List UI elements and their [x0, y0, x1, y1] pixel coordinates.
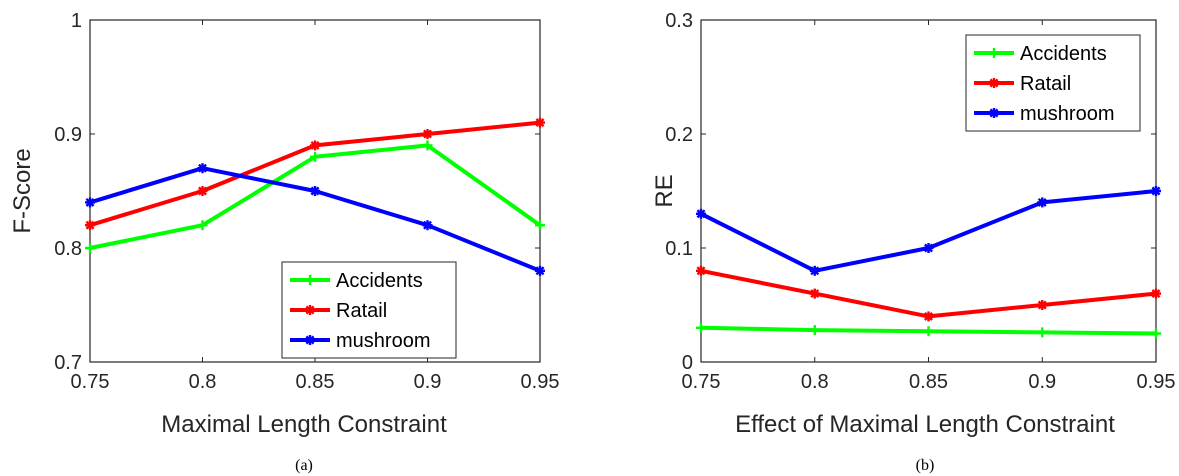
x-tick-label: 0.85: [296, 371, 335, 393]
data-point: [197, 163, 208, 174]
panel-caption: (b): [916, 457, 935, 474]
data-point: [535, 117, 545, 128]
x-tick-label: 0.8: [189, 371, 217, 393]
data-point: [923, 326, 934, 337]
x-tick-label: 0.75: [682, 371, 721, 393]
series-mushroom: [696, 186, 1161, 276]
legend-entry: Accidents: [290, 270, 423, 292]
data-point: [197, 220, 208, 231]
legend-marker: [989, 78, 999, 88]
legend-entry: Ratail: [974, 73, 1071, 95]
legend-label: Accidents: [1020, 43, 1107, 65]
series-line: [89, 166, 541, 273]
series-line: [700, 268, 1157, 319]
data-point: [1151, 328, 1161, 339]
x-tick-label: 0.75: [71, 371, 110, 393]
y-tick-label: 0.2: [665, 124, 693, 146]
x-tick-label: 0.9: [1028, 371, 1056, 393]
x-tick-label: 0.85: [909, 371, 948, 393]
y-tick-label: 0.7: [54, 352, 82, 374]
legend-label: mushroom: [1020, 103, 1114, 125]
data-point: [1151, 288, 1161, 299]
series-ratail: [85, 117, 545, 231]
legend-entry: mushroom: [974, 103, 1114, 125]
data-point: [1037, 327, 1048, 338]
legend: Accidents Ratail mushroom: [281, 261, 457, 359]
chart-panel-a: 0.75 0.8 0.85 0.9 0.95 0.7 0.8 0.9 1 Maximal Leng…: [9, 10, 559, 474]
legend-label: Ratail: [1020, 73, 1071, 95]
legend-label: Accidents: [336, 270, 423, 292]
series-mushroom: [85, 163, 545, 276]
data-point: [809, 288, 820, 299]
x-tick-label: 0.8: [801, 371, 829, 393]
legend-entry: mushroom: [290, 330, 430, 352]
y-tick-label: 0: [682, 352, 693, 374]
data-point: [310, 140, 320, 151]
legend-entry: Accidents: [974, 43, 1107, 65]
data-point: [809, 325, 820, 336]
data-point: [535, 265, 545, 276]
y-tick-label: 1: [71, 10, 82, 32]
legend: Accidents Ratail mushroom: [965, 34, 1141, 132]
y-tick-label: 0.8: [54, 238, 82, 260]
data-point: [809, 265, 820, 276]
y-axis-title: RE: [651, 174, 678, 207]
x-axis-title: Effect of Maximal Length Constraint: [735, 411, 1115, 438]
series-accidents: [85, 140, 545, 253]
series-accidents: [696, 322, 1161, 339]
data-point: [1037, 300, 1048, 310]
data-point: [197, 186, 208, 196]
legend-marker: [989, 48, 999, 58]
y-tick-label: 0.9: [54, 124, 82, 146]
legend-marker: [305, 335, 315, 345]
data-point: [535, 220, 545, 231]
x-tick-label: 0.9: [414, 371, 442, 393]
data-point: [696, 208, 706, 219]
legend-label: mushroom: [336, 330, 430, 352]
data-point: [422, 140, 433, 151]
x-tick-label: 0.95: [521, 371, 560, 393]
legend-entry: Ratail: [290, 300, 387, 322]
series-ratail: [696, 265, 1161, 322]
data-point: [85, 197, 95, 208]
panel-caption: (a): [295, 457, 313, 474]
y-tick-label: 0.1: [665, 238, 693, 260]
series-line: [89, 120, 541, 228]
x-axis-title: Maximal Length Constraint: [161, 411, 447, 438]
data-point: [696, 322, 706, 333]
legend-marker: [989, 108, 999, 118]
y-tick-label: 0.3: [665, 10, 693, 32]
data-point: [85, 220, 95, 231]
data-point: [1151, 186, 1161, 196]
chart-panel-b: 0.75 0.8 0.85 0.9 0.95 0 0.1 0.2 0.3 Effect of Ma…: [651, 10, 1175, 474]
data-point: [696, 265, 706, 276]
data-point: [310, 186, 320, 196]
series-line: [700, 189, 1157, 273]
data-point: [923, 311, 934, 322]
legend-marker: [305, 305, 315, 315]
legend-marker: [305, 275, 315, 285]
data-point: [422, 129, 433, 139]
x-tick-label: 0.95: [1137, 371, 1176, 393]
data-point: [923, 243, 934, 253]
data-point: [422, 220, 433, 231]
data-point: [310, 151, 320, 162]
data-point: [85, 243, 95, 253]
legend-label: Ratail: [336, 300, 387, 322]
data-point: [1037, 197, 1048, 208]
y-axis-title: F-Score: [9, 148, 36, 233]
